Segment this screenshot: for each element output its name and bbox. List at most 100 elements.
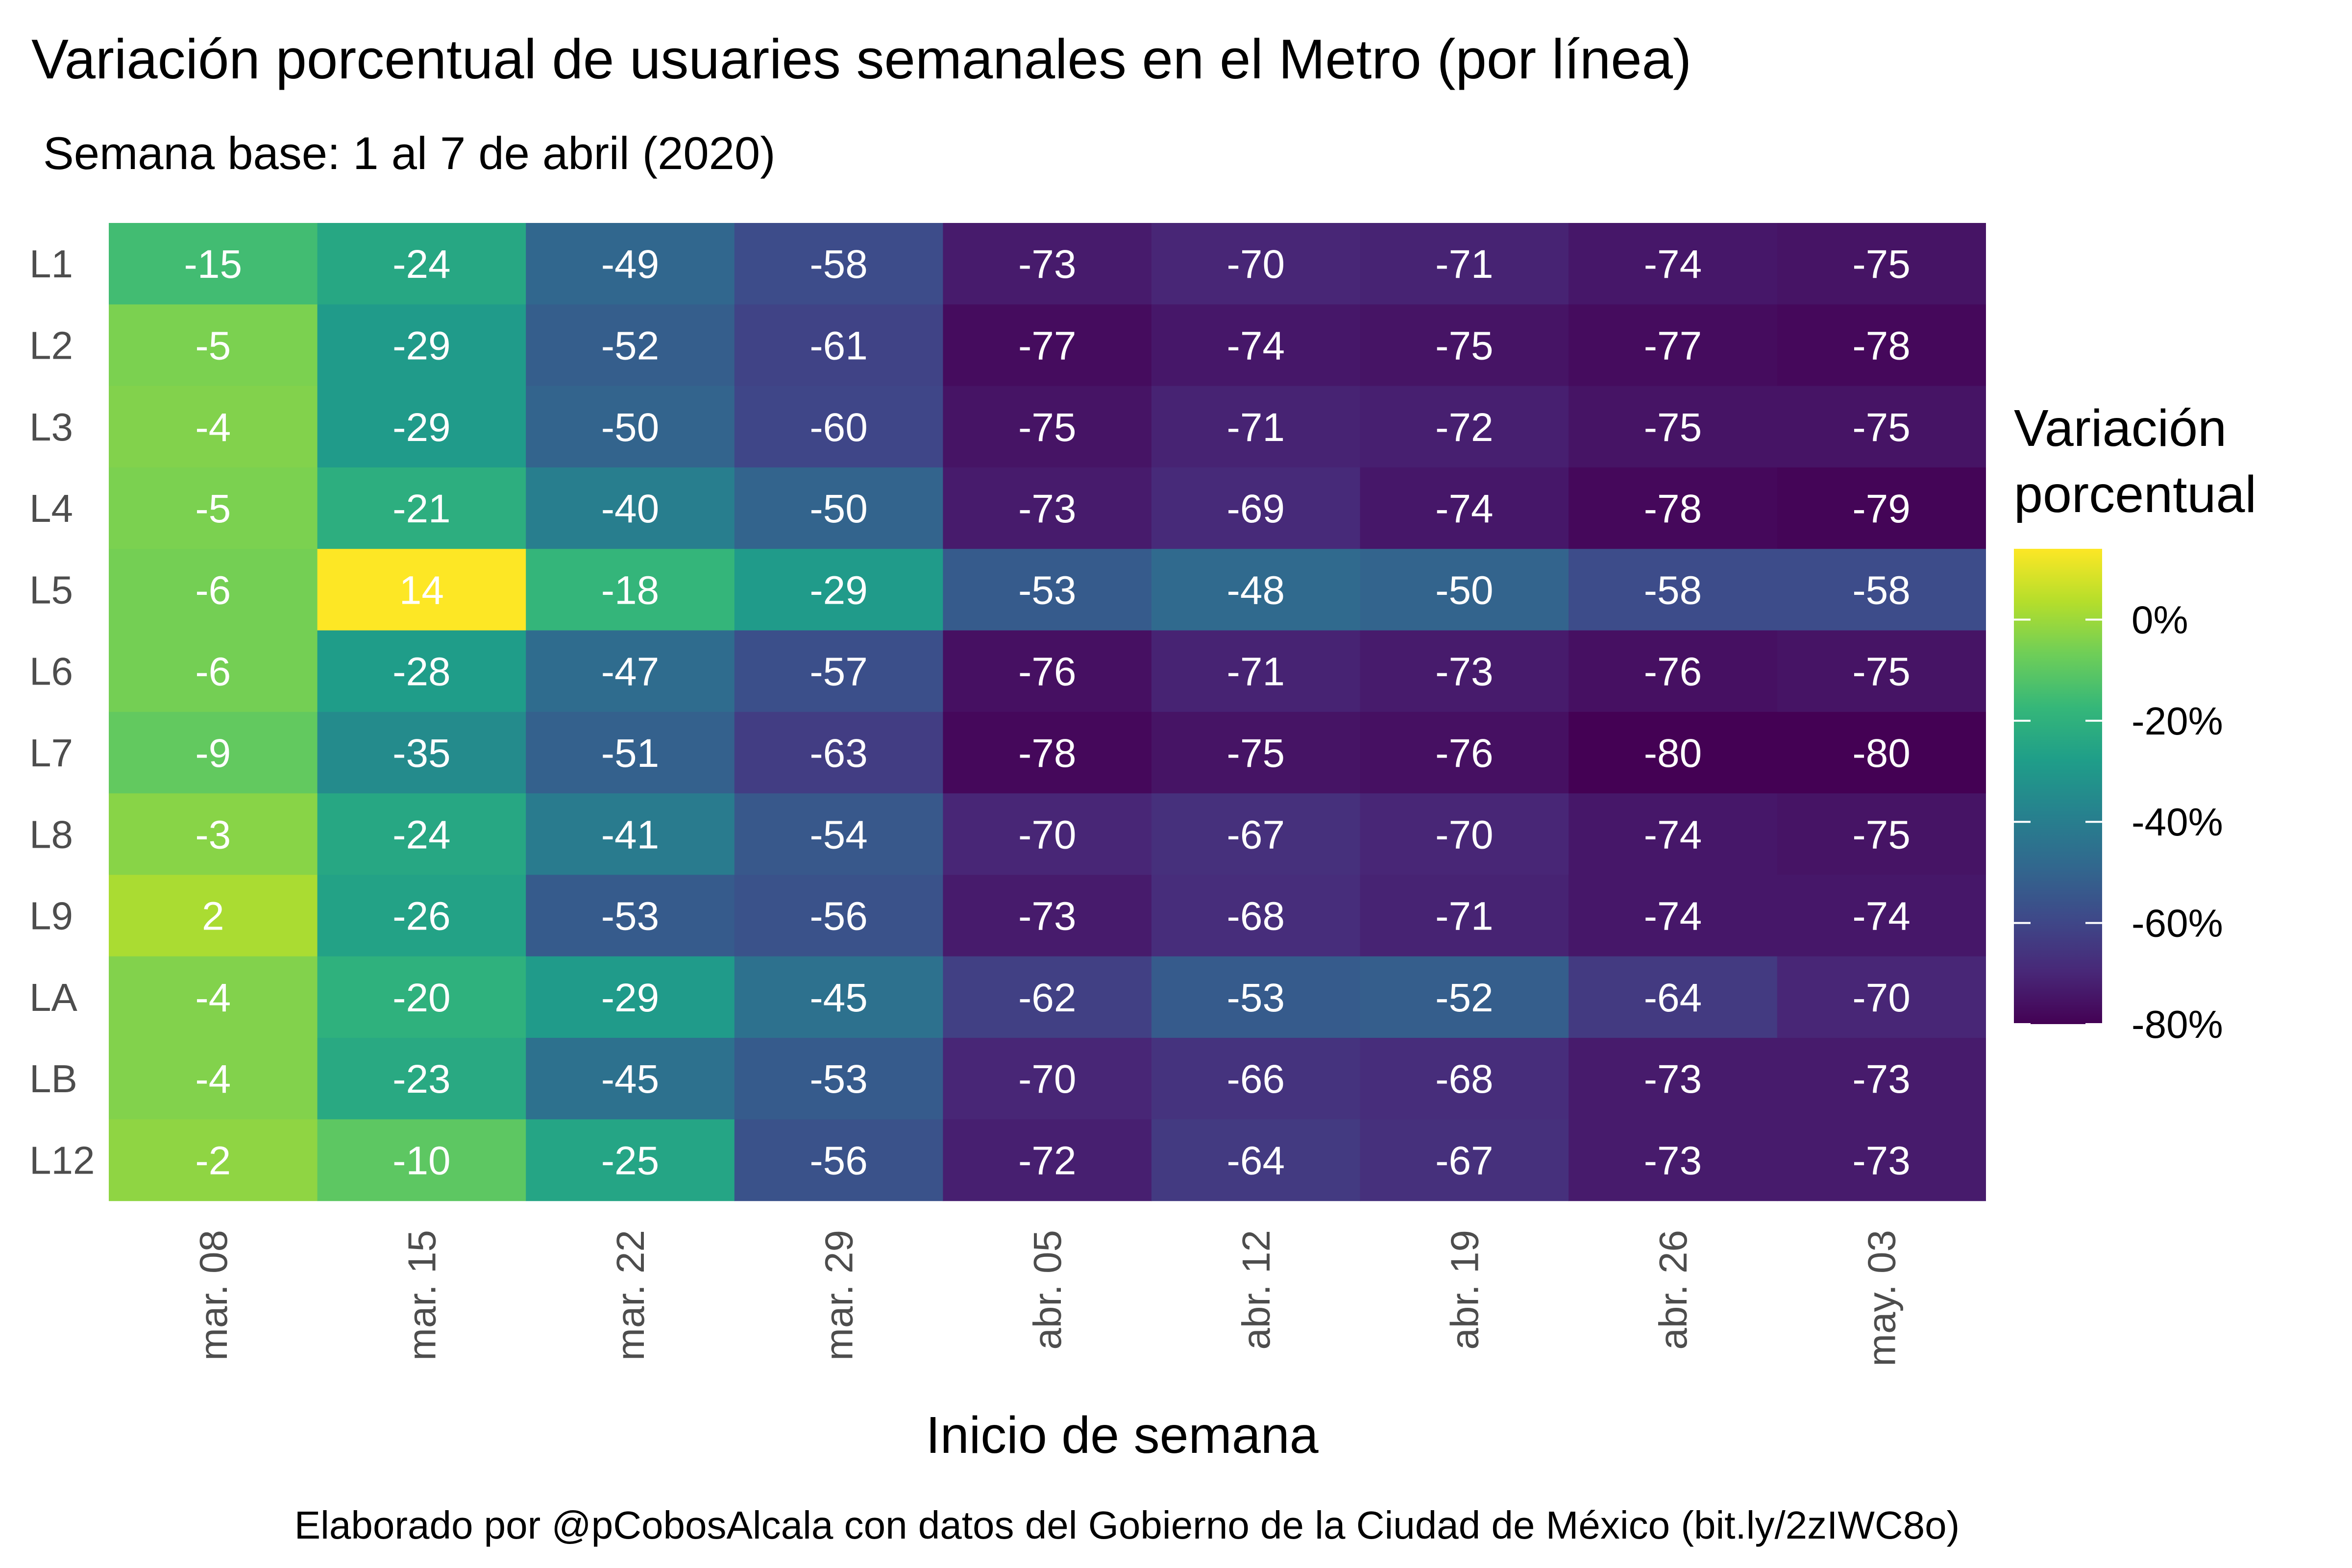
cell-value-label: -50	[1435, 568, 1494, 612]
cell-value-label: -73	[1852, 1057, 1911, 1102]
heatmap-cell	[317, 1119, 526, 1201]
heatmap-cell	[317, 1038, 526, 1120]
cell-value-label: -69	[1227, 487, 1285, 531]
x-tick-label: abr. 12	[1234, 1230, 1278, 1350]
heatmap-cell	[526, 223, 735, 305]
heatmap-cell	[1777, 956, 1986, 1038]
cell-value-label: -52	[1435, 976, 1494, 1020]
cell-value-label: -75	[1852, 405, 1911, 450]
heatmap-cell	[943, 1119, 1152, 1201]
cell-value-label: -71	[1227, 405, 1285, 450]
heatmap-cell	[734, 875, 943, 957]
colorbar-tick-label: -40%	[2132, 800, 2223, 844]
heatmap-cell	[1777, 875, 1986, 957]
cell-value-label: -48	[1227, 568, 1285, 612]
heatmap-cell	[1360, 223, 1569, 305]
cell-value-label: -70	[1852, 976, 1911, 1020]
y-tick-label: L7	[29, 731, 73, 775]
cell-value-label: -50	[601, 405, 660, 450]
cell-value-label: -75	[1018, 405, 1077, 450]
y-tick-label: L12	[29, 1138, 95, 1182]
heatmap-cell	[317, 467, 526, 549]
cell-value-label: -40	[601, 487, 660, 531]
heatmap-cell	[943, 956, 1152, 1038]
heatmap-cell	[109, 386, 318, 468]
heatmap-cell	[1360, 304, 1569, 387]
heatmap-cell	[1152, 793, 1361, 875]
cell-value-label: -72	[1018, 1138, 1077, 1183]
cell-value-label: -41	[601, 812, 660, 857]
cell-value-label: -49	[601, 242, 660, 287]
heatmap-cell	[943, 630, 1152, 712]
cell-value-label: 14	[399, 568, 444, 612]
heatmap-cell	[1152, 386, 1361, 468]
cell-value-label: -74	[1852, 894, 1911, 939]
heatmap-cell	[1360, 386, 1569, 468]
heatmap-cell	[317, 956, 526, 1038]
heatmap-cell	[1568, 875, 1778, 957]
y-tick-label: L5	[29, 568, 73, 612]
cell-value-label: -9	[195, 731, 231, 776]
cell-value-label: -47	[601, 650, 660, 694]
cell-value-label: -73	[1435, 650, 1494, 694]
cell-value-label: -78	[1852, 323, 1911, 368]
cell-value-label: -23	[392, 1057, 451, 1102]
cell-value-label: -58	[1644, 568, 1702, 612]
heatmap-cell	[109, 711, 318, 794]
heatmap-cell	[1360, 956, 1569, 1038]
heatmap-cells: -15 -24 -49 -58 -73 -70 -71 -74 -75-5 -29 -52 -61 -7…	[109, 223, 1986, 1201]
cell-value-label: -21	[392, 487, 451, 531]
heatmap-cell	[317, 304, 526, 387]
cell-value-label: -10	[392, 1138, 451, 1183]
heatmap-cell	[526, 956, 735, 1038]
heatmap-cell	[317, 875, 526, 957]
cell-value-label: -68	[1227, 894, 1285, 939]
cell-value-label: -76	[1435, 731, 1494, 776]
heatmap-cell	[526, 1119, 735, 1201]
cell-value-label: -58	[809, 242, 868, 287]
heatmap-cell	[317, 630, 526, 712]
heatmap-cell	[1568, 223, 1778, 305]
heatmap-cell	[1568, 1119, 1778, 1201]
heatmap-cell	[1360, 793, 1569, 875]
cell-value-label: -73	[1644, 1057, 1702, 1102]
cell-value-label: -70	[1227, 242, 1285, 287]
cell-value-label: -52	[601, 323, 660, 368]
y-tick-label: LB	[29, 1057, 77, 1101]
heatmap-cell	[734, 711, 943, 794]
heatmap-cell	[1360, 875, 1569, 957]
heatmap-cell	[109, 304, 318, 387]
heatmap-cell	[943, 467, 1152, 549]
cell-value-label: -78	[1018, 731, 1077, 776]
cell-value-label: -71	[1435, 894, 1494, 939]
cell-value-label: -71	[1227, 650, 1285, 694]
cell-value-label: -73	[1018, 894, 1077, 939]
heatmap-cell	[1360, 1119, 1569, 1201]
cell-value-label: -72	[1435, 405, 1494, 450]
cell-value-label: -56	[809, 1138, 868, 1183]
legend-title-line2: porcentual	[2014, 466, 2256, 523]
heatmap-cell	[1568, 1038, 1778, 1120]
cell-value-label: -64	[1644, 976, 1702, 1020]
cell-value-label: -75	[1852, 812, 1911, 857]
colorbar-tick-label: -80%	[2132, 1003, 2223, 1046]
cell-value-label: -73	[1852, 1138, 1911, 1183]
cell-value-label: -75	[1852, 242, 1911, 287]
heatmap-cell	[1777, 467, 1986, 549]
legend-title-line1: Variación	[2014, 399, 2227, 457]
cell-value-label: -53	[1018, 568, 1077, 612]
cell-value-label: -50	[809, 487, 868, 531]
cell-value-label: -63	[809, 731, 868, 776]
colorbar-tick-label: -60%	[2132, 902, 2223, 945]
y-tick-label: L8	[29, 812, 73, 856]
y-tick-label: L1	[29, 242, 73, 286]
y-tick-label: L4	[29, 487, 73, 530]
cell-value-label: -73	[1018, 242, 1077, 287]
heatmap-cell	[734, 467, 943, 549]
cell-value-label: -4	[195, 405, 231, 450]
cell-value-label: -2	[195, 1138, 231, 1183]
heatmap-cell	[317, 793, 526, 875]
heatmap-cell	[1568, 386, 1778, 468]
heatmap-cell	[1152, 711, 1361, 794]
cell-value-label: -53	[1227, 976, 1285, 1020]
